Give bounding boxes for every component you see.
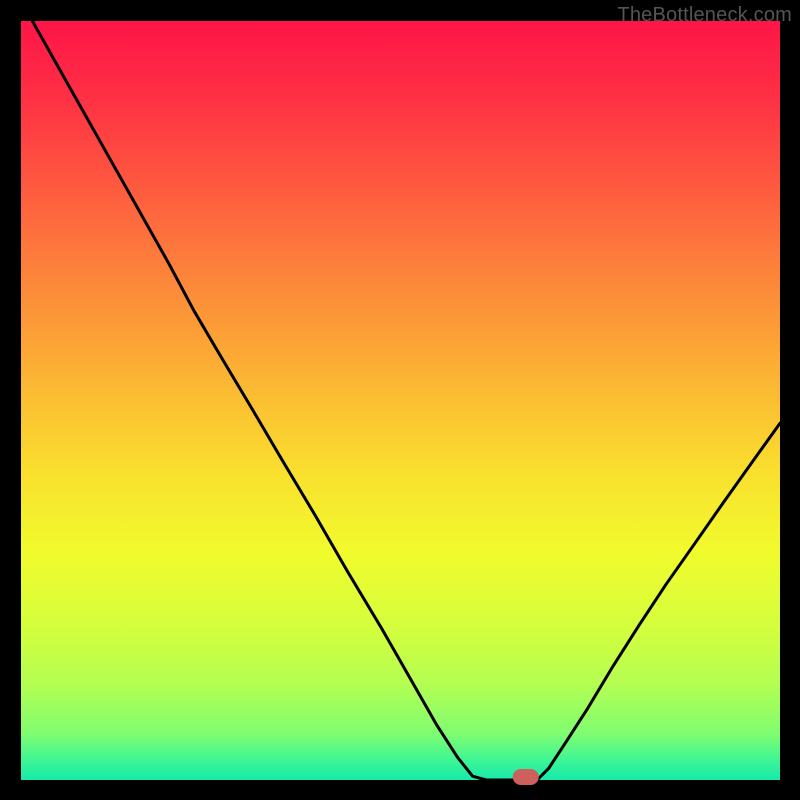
plot-background-gradient (21, 21, 780, 780)
watermark-text: TheBottleneck.com (617, 4, 792, 27)
bottleneck-chart: TheBottleneck.com (0, 0, 800, 800)
chart-svg (0, 0, 800, 800)
optimal-point-marker (513, 769, 539, 785)
